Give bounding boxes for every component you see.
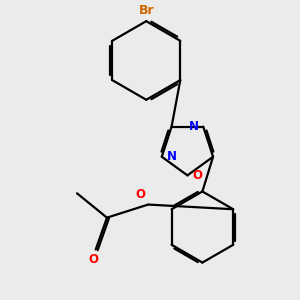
Text: O: O [192,169,202,182]
Text: O: O [135,188,145,201]
Text: N: N [188,120,198,133]
Text: N: N [167,150,177,163]
Text: Br: Br [138,4,154,17]
Text: O: O [89,253,99,266]
